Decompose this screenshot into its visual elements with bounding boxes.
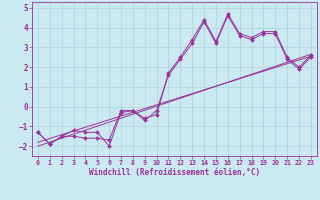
X-axis label: Windchill (Refroidissement éolien,°C): Windchill (Refroidissement éolien,°C) — [89, 168, 260, 177]
